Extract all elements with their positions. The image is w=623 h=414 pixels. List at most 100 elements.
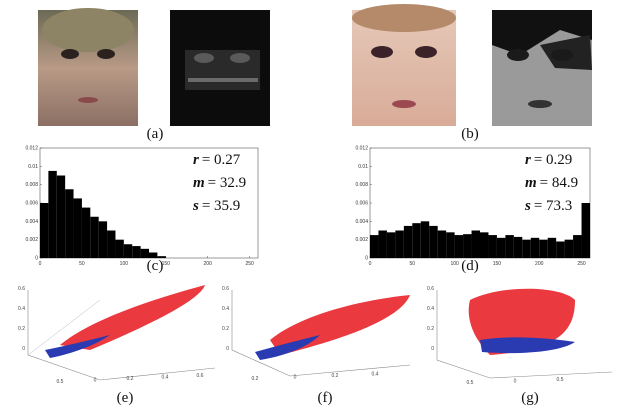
y-tick-label: 0.012 — [25, 146, 38, 152]
face-image-b1 — [352, 4, 456, 126]
caption: (g) — [521, 390, 539, 406]
face-image-a2 — [170, 10, 270, 126]
stat-label: m = 84.9 — [525, 175, 578, 191]
histogram-bar — [370, 235, 379, 258]
histogram-bar — [547, 237, 557, 258]
histogram-bar — [454, 235, 464, 258]
z-tick-label: 0.4 — [18, 306, 25, 312]
y-tick-label: 0.002 — [355, 237, 368, 243]
y-tick-label: 0.008 — [355, 182, 368, 188]
z-tick-label: 0.6 — [222, 286, 229, 292]
x-tick-label: 50 — [410, 261, 416, 267]
y-tick-label: 0.008 — [25, 182, 38, 188]
x-tick-label: 0.5 — [557, 377, 564, 383]
histogram-bar — [56, 175, 66, 258]
histogram-bar — [386, 232, 396, 258]
histogram-bar — [395, 230, 404, 258]
x-tick-label: 0 — [369, 261, 372, 267]
x-tick-label: 250 — [577, 261, 586, 267]
histogram-bar — [539, 239, 548, 258]
y-tick-label: 0.01 — [28, 164, 38, 170]
histogram-bar — [107, 230, 116, 258]
histogram-bar — [149, 252, 158, 258]
histogram-bar — [115, 239, 124, 258]
histogram-bar — [564, 239, 574, 258]
y-tick-label: 0 — [365, 256, 368, 262]
histogram-bar — [513, 236, 523, 258]
caption: (c) — [147, 258, 164, 274]
histogram-bar — [573, 235, 582, 258]
stat-value: = 0.27 — [202, 152, 241, 168]
y-tick-label: 0.006 — [25, 201, 38, 207]
histogram-bar — [81, 207, 91, 258]
x-tick-label: 150 — [493, 261, 502, 267]
y-tick-label: 0.004 — [355, 219, 368, 225]
z-tick-label: 0.2 — [222, 326, 229, 332]
histogram-bar — [378, 230, 387, 258]
histogram-bar — [437, 230, 447, 258]
histogram-bar — [463, 234, 472, 258]
histogram-bar — [556, 241, 565, 258]
x-tick-label: 0.2 — [252, 376, 259, 382]
stat-value: = 73.3 — [534, 198, 572, 214]
z-tick-label: 0.2 — [427, 326, 434, 332]
y-tick-label: 0.01 — [358, 164, 368, 170]
y-tick-label: 0.004 — [25, 219, 38, 225]
y-tick-label: 0 — [35, 256, 38, 262]
stat-symbol: s — [524, 198, 531, 214]
x-tick-label: 100 — [120, 261, 129, 267]
x-tick-label: 0.2 — [332, 373, 339, 379]
stat-symbol: r — [193, 152, 199, 168]
caption: (d) — [461, 258, 479, 274]
x-tick-label: 0.6 — [197, 373, 204, 379]
stat-value: = 32.9 — [208, 175, 246, 191]
stat-symbol: m — [193, 175, 205, 191]
histogram-bar — [420, 221, 430, 258]
stat-symbol: r — [525, 152, 531, 168]
histogram-bar — [98, 221, 108, 258]
histogram-bar — [65, 189, 74, 258]
x-tick-label: 250 — [245, 261, 254, 267]
histogram-bar — [429, 225, 438, 258]
face-image-b2 — [492, 10, 592, 126]
histogram-bar — [140, 248, 149, 258]
x-tick-label: 150 — [162, 261, 171, 267]
z-tick-label: 0.4 — [222, 306, 229, 312]
x-tick-label: 0.5 — [57, 379, 64, 385]
histogram-bar — [488, 235, 497, 258]
z-tick-label: 0.6 — [427, 286, 434, 292]
histogram-bar — [522, 239, 531, 258]
stat-label: m = 32.9 — [193, 175, 246, 191]
scatter-3d-e — [27, 285, 216, 381]
caption: (e) — [117, 390, 134, 406]
x-tick-label: 0.5 — [467, 380, 474, 386]
x-tick-label: 0.2 — [127, 376, 134, 382]
x-tick-label: 0.4 — [372, 372, 379, 378]
stat-label: r = 0.29 — [525, 152, 572, 168]
y-tick-label: 0.012 — [355, 146, 368, 152]
histogram-bar — [90, 216, 99, 258]
histogram-bar — [505, 235, 514, 258]
histogram-bar — [471, 230, 480, 258]
x-tick-label: 200 — [204, 261, 213, 267]
x-tick-label: 0 — [94, 378, 97, 384]
histogram-bar — [530, 237, 540, 258]
stat-value: = 84.9 — [540, 175, 578, 191]
scatter-3d-g — [436, 288, 613, 379]
scatter-3d-f — [231, 290, 411, 377]
caption: (a) — [147, 126, 164, 142]
face-image-a1 — [38, 8, 138, 126]
stat-label: s = 73.3 — [524, 198, 572, 214]
x-tick-label: 100 — [450, 261, 459, 267]
histogram-bar — [73, 198, 82, 258]
stat-label: s = 35.9 — [192, 198, 240, 214]
x-tick-label: 0 — [39, 261, 42, 267]
histogram-bar — [581, 203, 590, 258]
z-tick-label: 0 — [22, 346, 25, 352]
z-tick-label: 0.6 — [18, 286, 25, 292]
histogram-bar — [480, 232, 489, 258]
histogram-bar — [412, 223, 421, 258]
z-tick-label: 0 — [431, 346, 434, 352]
stat-value: = 0.29 — [534, 152, 572, 168]
